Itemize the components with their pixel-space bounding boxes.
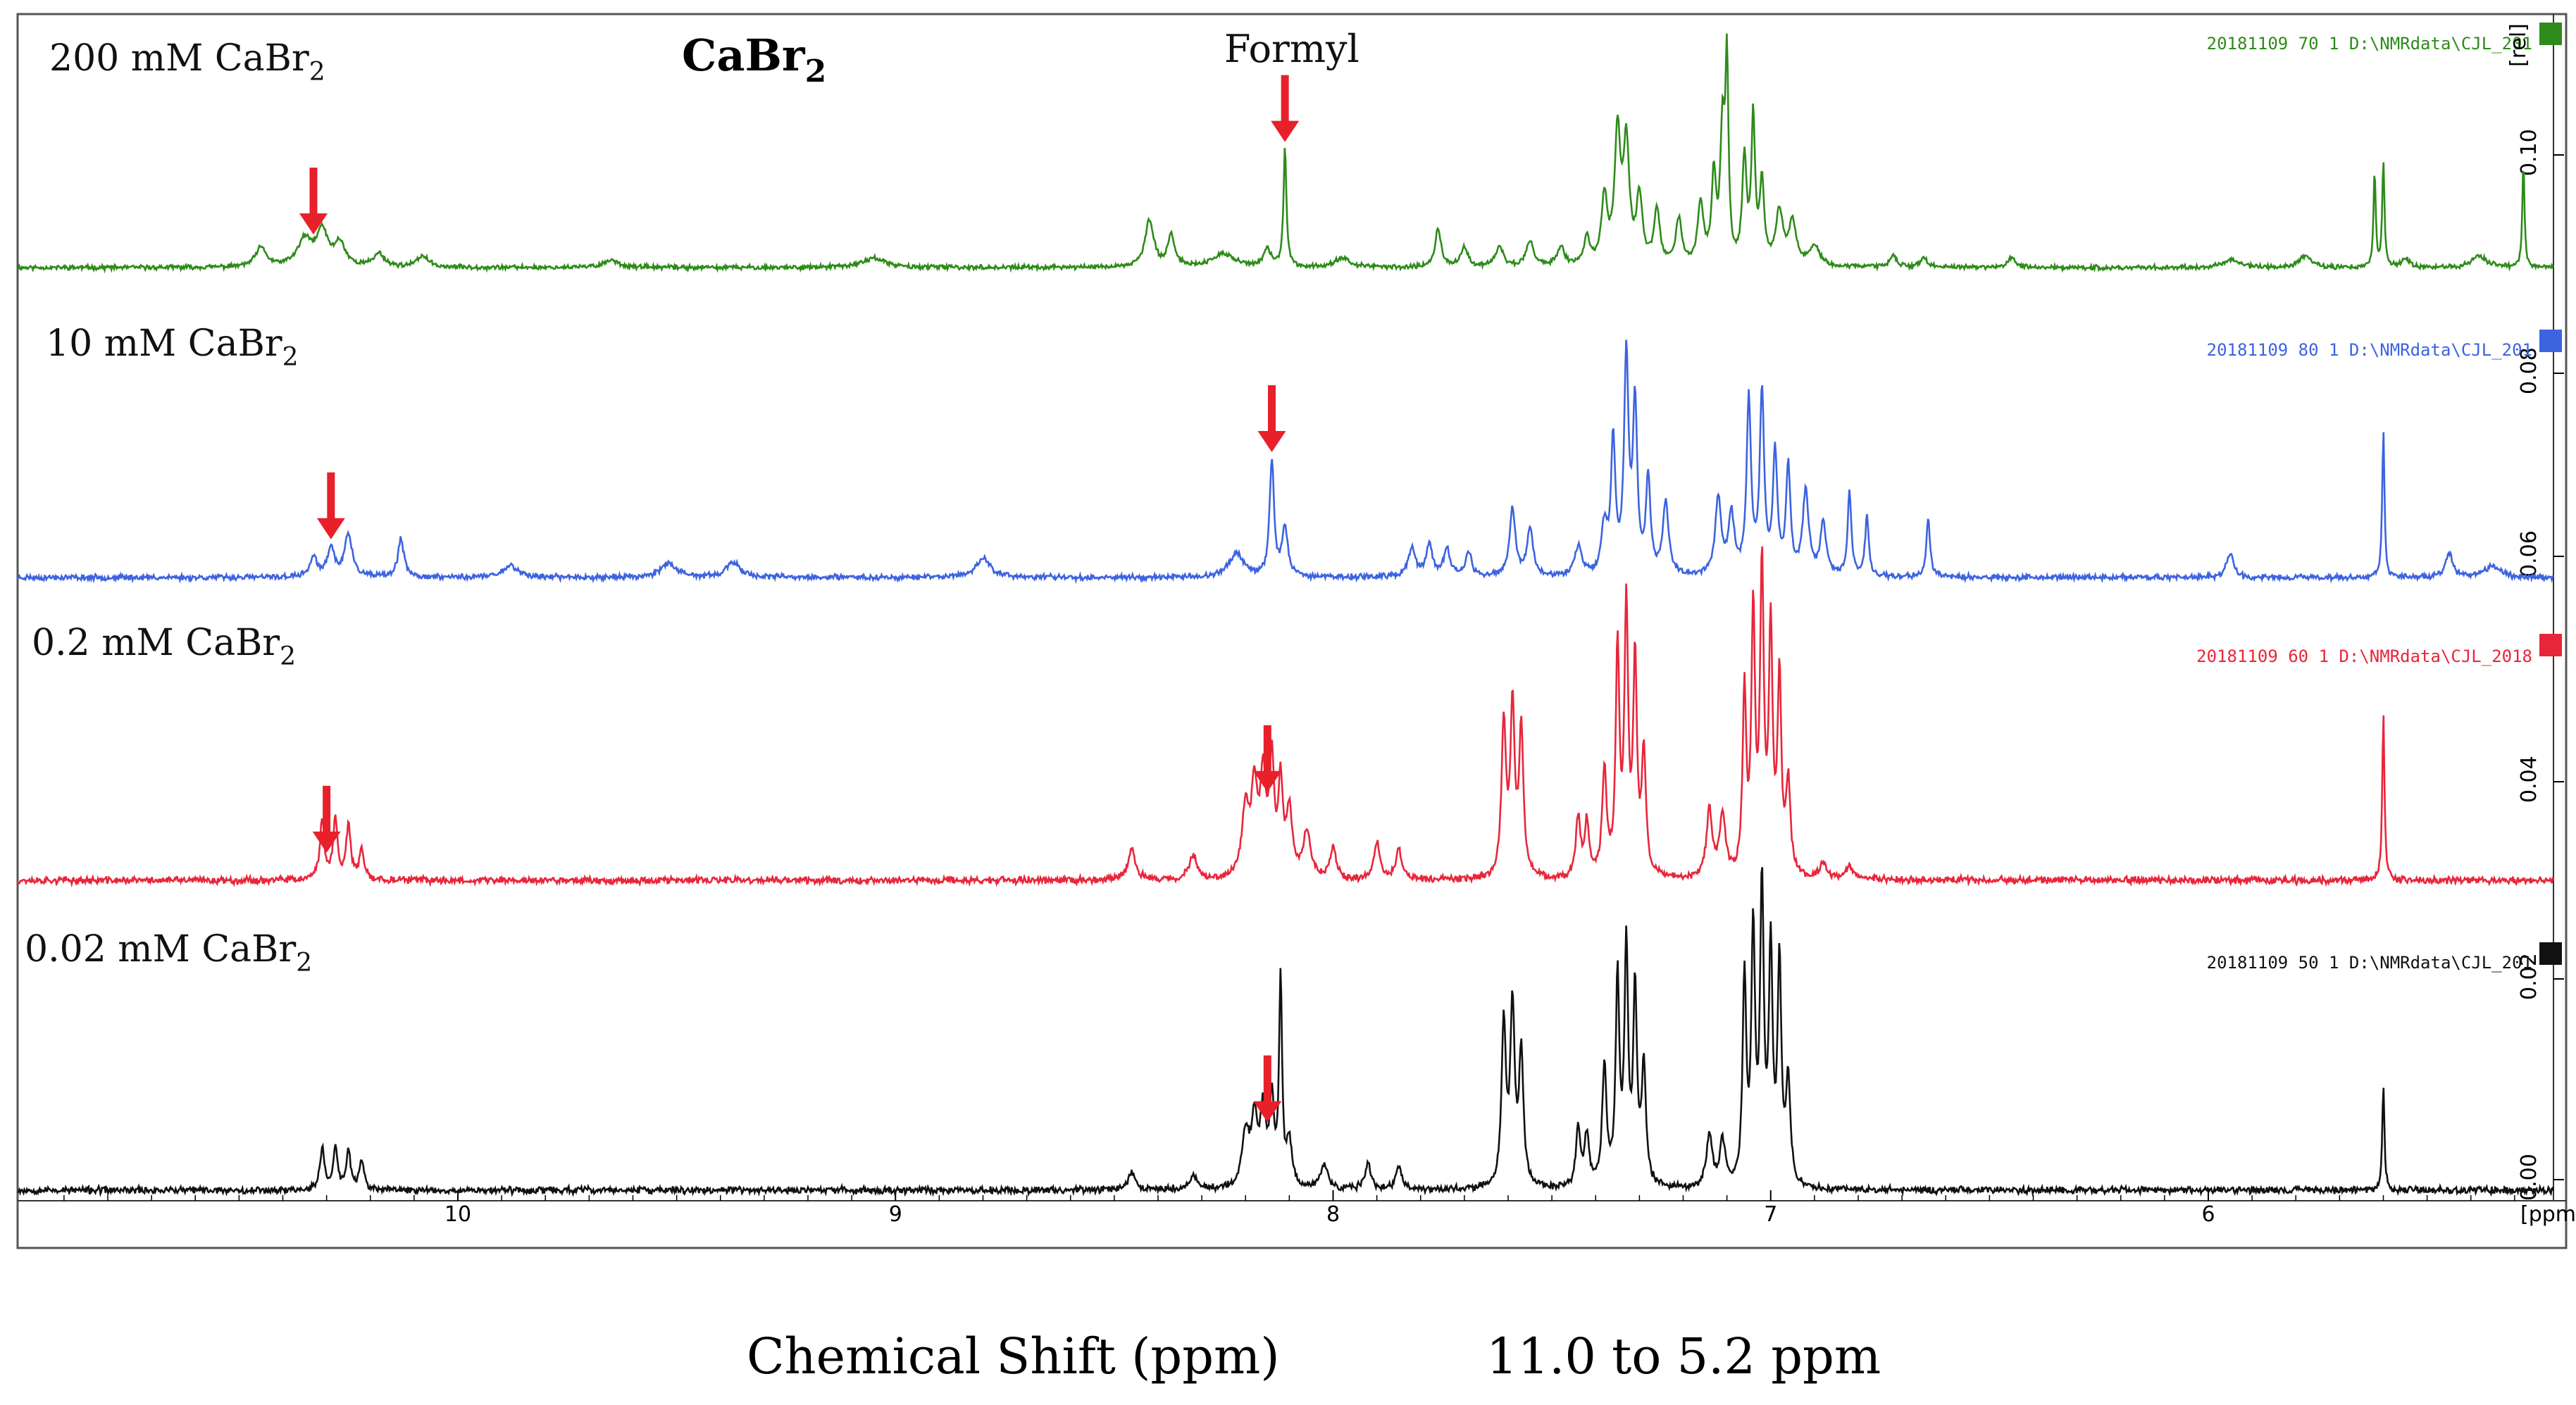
red-arrow-head (1253, 770, 1282, 792)
chart-title: CaBr2 (682, 30, 826, 89)
right-tick-label: 0.08 (2517, 347, 2541, 394)
spectrum-line-1 (16, 339, 2555, 585)
red-arrow-head (1257, 431, 1286, 453)
series-info: 20181109 80 1 D:\NMRdata\CJL_201 (2207, 340, 2532, 360)
spectrum-line-2 (16, 546, 2555, 888)
x-tick-label: 9 (889, 1202, 902, 1227)
right-tick-label: 0.04 (2517, 756, 2541, 803)
spectrum-labels: 200 mM CaBr2 20181109 70 1 D:\NMRdata\CJL… (25, 23, 2562, 978)
x-tick-label: 8 (1326, 1202, 1340, 1227)
red-arrow-head (1253, 1101, 1282, 1123)
formyl-annotation: Formyl (1224, 27, 1359, 71)
range-note: 11.0 to 5.2 ppm (1486, 1328, 1881, 1385)
spectrum-traces (16, 33, 2555, 1197)
x-tick-label: 6 (2201, 1202, 2215, 1227)
right-tick-label: 0.02 (2517, 953, 2541, 1000)
right-tick-label: 0.00 (2517, 1154, 2541, 1201)
red-arrow-head (316, 518, 345, 539)
red-arrow-head (1271, 120, 1300, 142)
series-info: 20181109 70 1 D:\NMRdata\CJL_201 (2207, 34, 2532, 54)
red-arrow-head (299, 213, 328, 235)
series-color-marker (2539, 23, 2562, 45)
right-axis-ticks: 0.10 0.08 0.06 0.04 0.02 0.00 (2517, 129, 2564, 1201)
y-unit-label: [rel] (2506, 23, 2531, 67)
x-unit-label: [ppm] (2520, 1202, 2576, 1227)
series-label: 0.2 mM CaBr2 (32, 622, 296, 671)
x-tick-label: 7 (1764, 1202, 1777, 1227)
series-color-marker (2539, 942, 2562, 965)
series-color-marker (2539, 330, 2562, 352)
right-tick-label: 0.10 (2517, 129, 2541, 176)
series-color-marker (2539, 634, 2562, 656)
series-label: 10 mM CaBr2 (46, 323, 299, 372)
x-axis-ticks: 10 9 8 7 6 (63, 1190, 2515, 1227)
spectrum-line-3 (17, 867, 2555, 1197)
x-axis-title: Chemical Shift (ppm) (747, 1328, 1280, 1385)
series-label: 0.02 mM CaBr2 (25, 928, 312, 978)
plot-frame (16, 13, 2568, 1249)
right-tick-label: 0.06 (2517, 530, 2541, 577)
series-info: 20181109 50 1 D:\NMRdata\CJL_201 (2207, 953, 2532, 973)
series-info: 20181109 60 1 D:\NMRdata\CJL_2018 (2196, 647, 2532, 666)
x-tick-label: 10 (444, 1202, 471, 1227)
series-label: 200 mM CaBr2 (49, 37, 325, 87)
spectrum-line-0 (17, 33, 2555, 274)
red-arrow-head (312, 831, 341, 853)
peak-arrows (299, 75, 1300, 1123)
